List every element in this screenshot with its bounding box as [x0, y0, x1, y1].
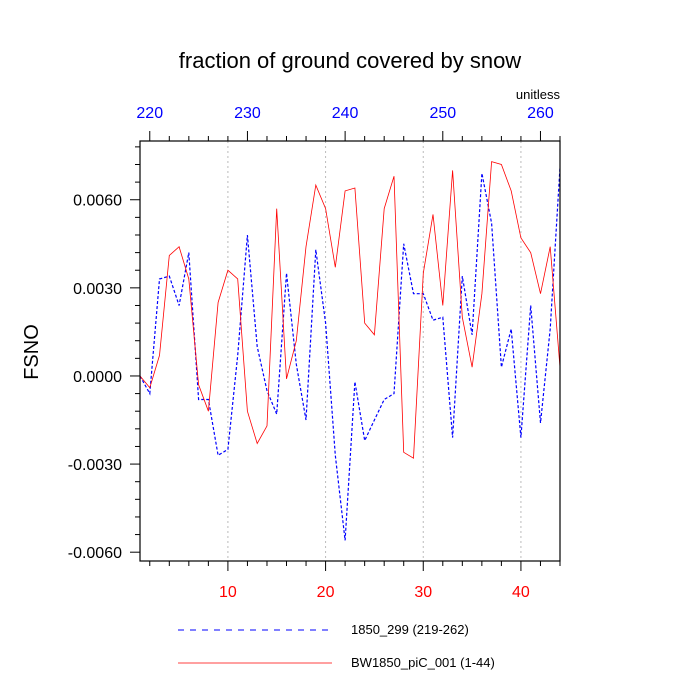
- x2-tick-label: 220: [136, 105, 163, 122]
- series-layer: [139, 161, 561, 541]
- y-tick-label: 0.0000: [73, 369, 122, 386]
- grid-lines: [227, 141, 522, 561]
- legend-label-series2: BW1850_piC_001 (1-44): [351, 655, 495, 670]
- plot-frame: [139, 140, 561, 562]
- x2-tick-label: 250: [429, 105, 456, 122]
- x2-tick-label: 240: [332, 105, 359, 122]
- series-line-1: [139, 167, 561, 541]
- y-axis-label: FSNO: [21, 324, 43, 380]
- y-tick-label: -0.0030: [68, 457, 122, 474]
- legend: 1850_299 (219-262) BW1850_piC_001 (1-44): [178, 622, 495, 670]
- x2-tick-label: 230: [234, 105, 261, 122]
- x-tick-label: 30: [414, 584, 432, 601]
- units-label: unitless: [516, 87, 561, 102]
- y-tick-label: 0.0060: [73, 193, 122, 210]
- chart-title: fraction of ground covered by snow: [179, 48, 522, 73]
- x-tick-label: 10: [219, 584, 237, 601]
- legend-label-series1: 1850_299 (219-262): [351, 622, 469, 637]
- y-tick-label: 0.0030: [73, 281, 122, 298]
- x-tick-label: 20: [317, 584, 335, 601]
- axis-ticks: [130, 131, 561, 571]
- x2-tick-label: 260: [527, 105, 554, 122]
- x-tick-label: 40: [512, 584, 530, 601]
- y-tick-label: -0.0060: [68, 545, 122, 562]
- tick-labels: 10 20 30 40 220 230 240 250 260 0.0060 0.0030 0.000…: [68, 105, 554, 601]
- series-line-2: [139, 161, 561, 459]
